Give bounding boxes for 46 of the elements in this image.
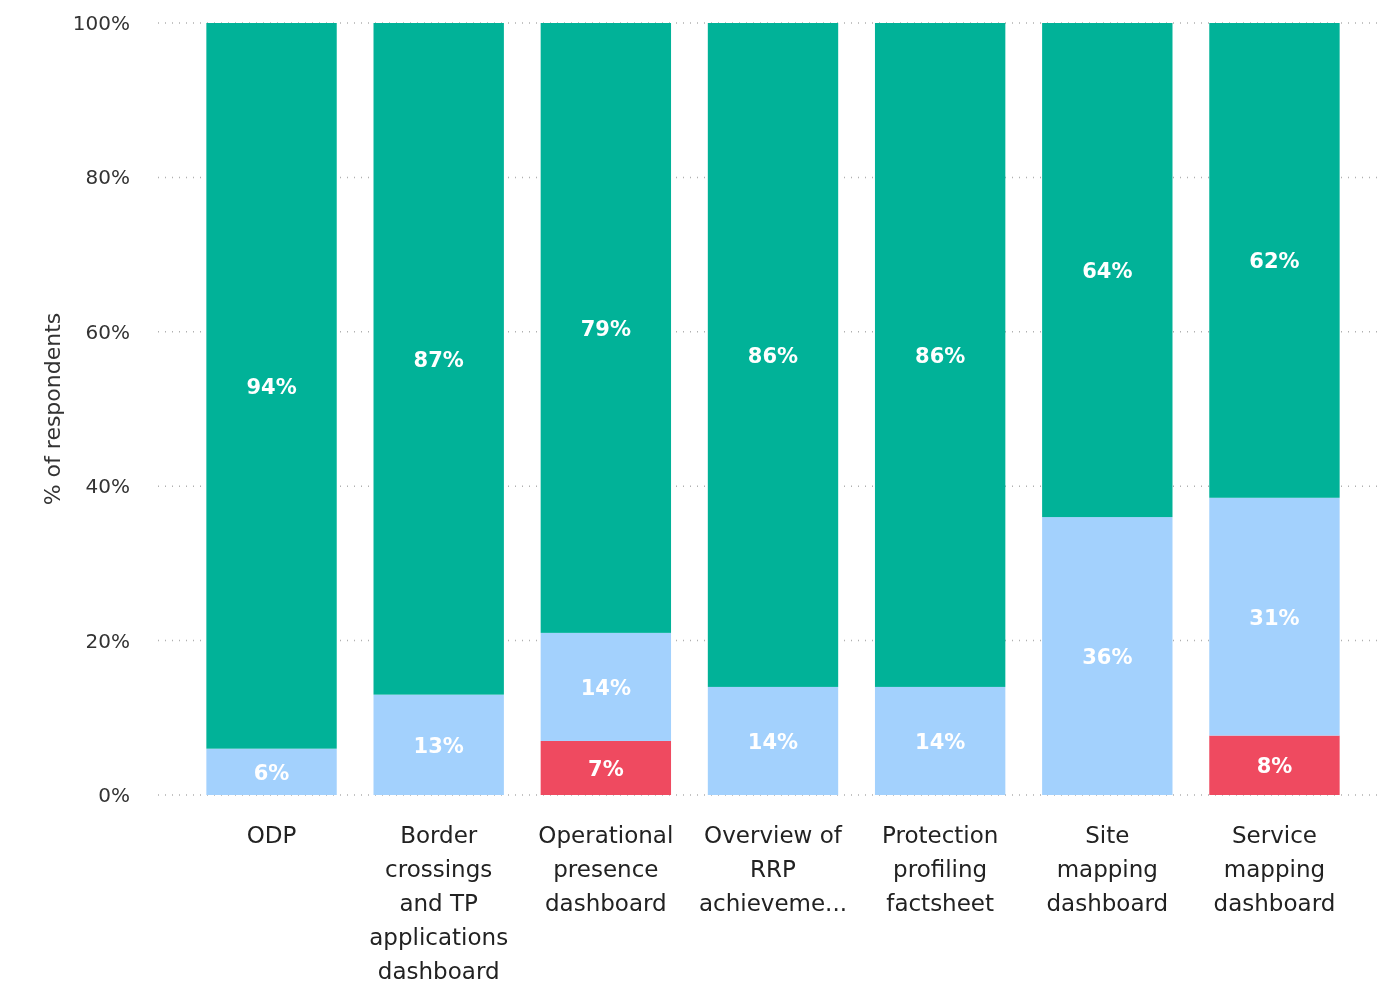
data-label: 14% <box>915 729 966 754</box>
bar <box>540 23 672 633</box>
bar <box>373 694 504 795</box>
y-tick-label: 100% <box>72 11 130 35</box>
data-label: 14% <box>580 675 631 700</box>
bar <box>540 740 672 795</box>
data-label: 8% <box>1256 754 1293 779</box>
data-label: 79% <box>580 316 631 341</box>
y-tick-label: 80% <box>85 165 130 190</box>
y-tick-label: 20% <box>85 628 130 653</box>
bar <box>707 686 839 795</box>
x-tick-label: Operational presence dashboard <box>538 822 674 916</box>
data-label: 64% <box>1082 259 1133 284</box>
data-label: 14% <box>747 729 799 754</box>
data-label: 86% <box>915 343 966 368</box>
y-tick-label: 40% <box>85 474 130 499</box>
bar <box>1209 497 1340 736</box>
data-label: 86% <box>747 343 799 368</box>
bar <box>373 23 504 695</box>
bar <box>540 632 672 741</box>
data-label: 7% <box>588 756 624 781</box>
y-tick-label: 0% <box>98 783 130 807</box>
data-label: 62% <box>1249 249 1300 274</box>
data-label: 94% <box>246 374 297 399</box>
bar <box>1209 23 1340 498</box>
bar <box>206 748 337 795</box>
bar <box>874 23 1006 687</box>
x-tick-label: Service mapping dashboard <box>1213 822 1336 916</box>
x-tick-label: Overview of RRP achieveme... <box>698 822 848 916</box>
bar <box>1042 23 1173 518</box>
bar <box>206 23 337 749</box>
bar <box>874 686 1006 795</box>
data-label: 6% <box>253 760 290 785</box>
x-tick-label: ODP <box>246 822 297 848</box>
bar <box>1209 735 1340 795</box>
bar <box>1042 517 1173 795</box>
y-tick-label: 60% <box>85 319 130 344</box>
x-tick-label: Site mapping dashboard <box>1046 822 1169 916</box>
data-label: 87% <box>413 347 464 372</box>
data-label: 31% <box>1249 605 1300 630</box>
x-tick-label: Protection profiling factsheet <box>881 822 999 916</box>
data-label: 13% <box>413 733 464 758</box>
bar <box>707 23 839 687</box>
y-axis-title: % of respondents <box>40 312 65 506</box>
x-tick-label: Border crossings and TP applications dashboard <box>369 822 509 984</box>
data-label: 36% <box>1082 645 1133 670</box>
